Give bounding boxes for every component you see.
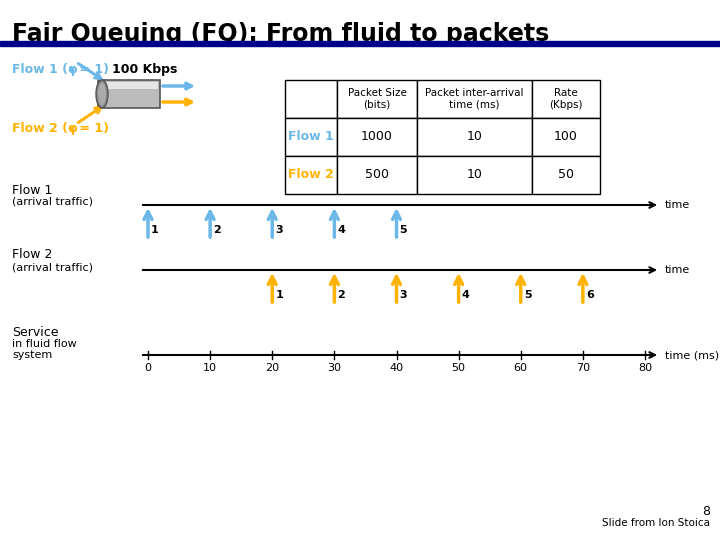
Text: (arrival traffic): (arrival traffic) <box>12 197 93 207</box>
Text: time: time <box>665 200 690 210</box>
Text: system: system <box>12 350 53 360</box>
Text: 500: 500 <box>365 168 389 181</box>
Text: 3: 3 <box>275 225 283 235</box>
Text: in fluid flow: in fluid flow <box>12 339 77 349</box>
Bar <box>417 156 532 194</box>
Ellipse shape <box>96 80 108 108</box>
Text: 50: 50 <box>451 363 466 373</box>
Text: 10: 10 <box>203 363 217 373</box>
Text: 5: 5 <box>400 225 407 235</box>
Text: 1: 1 <box>275 290 283 300</box>
Text: Flow 2 (φ: Flow 2 (φ <box>12 122 78 135</box>
Bar <box>98 80 160 108</box>
Text: 70: 70 <box>576 363 590 373</box>
Bar <box>100 82 158 89</box>
Text: ₂: ₂ <box>68 122 73 132</box>
Text: 8: 8 <box>702 505 710 518</box>
Text: 80: 80 <box>638 363 652 373</box>
Text: 100: 100 <box>554 131 578 144</box>
Bar <box>337 118 417 156</box>
Text: 10: 10 <box>467 168 482 181</box>
Text: 60: 60 <box>514 363 528 373</box>
Text: 2: 2 <box>338 290 345 300</box>
Text: ₁: ₁ <box>68 63 73 73</box>
Text: 4: 4 <box>338 225 346 235</box>
Text: 30: 30 <box>328 363 341 373</box>
Bar <box>532 156 600 194</box>
Text: 2: 2 <box>213 225 221 235</box>
Text: Flow 1: Flow 1 <box>12 184 53 197</box>
Text: 3: 3 <box>400 290 407 300</box>
Text: 20: 20 <box>265 363 279 373</box>
Text: 40: 40 <box>390 363 404 373</box>
Text: = 1): = 1) <box>75 122 109 135</box>
Text: Slide from Ion Stoica: Slide from Ion Stoica <box>602 518 710 528</box>
Text: 1000: 1000 <box>361 131 393 144</box>
Text: 5: 5 <box>523 290 531 300</box>
Bar <box>417 118 532 156</box>
Bar <box>285 118 337 156</box>
Text: Flow 2: Flow 2 <box>288 168 334 181</box>
Text: 100 Kbps: 100 Kbps <box>112 63 177 76</box>
Ellipse shape <box>98 83 106 105</box>
Text: Flow 1: Flow 1 <box>288 131 334 144</box>
Bar <box>285 156 337 194</box>
Text: 0: 0 <box>145 363 151 373</box>
Text: 1: 1 <box>151 225 158 235</box>
Text: Packet inter-arrival
time (ms): Packet inter-arrival time (ms) <box>426 88 523 110</box>
Text: Packet Size
(bits): Packet Size (bits) <box>348 88 406 110</box>
Bar <box>532 80 600 118</box>
Bar <box>337 156 417 194</box>
Bar <box>0 41 720 46</box>
Bar <box>417 80 532 118</box>
Bar <box>532 118 600 156</box>
Bar <box>285 80 337 118</box>
Bar <box>337 80 417 118</box>
Text: Service: Service <box>12 327 58 340</box>
Text: time: time <box>665 265 690 275</box>
Text: 4: 4 <box>462 290 469 300</box>
Text: 50: 50 <box>558 168 574 181</box>
Text: = 1): = 1) <box>75 63 109 76</box>
Text: Flow 2: Flow 2 <box>12 248 53 261</box>
Text: Rate
(Kbps): Rate (Kbps) <box>549 88 582 110</box>
Text: Fair Queuing (FQ): From fluid to packets: Fair Queuing (FQ): From fluid to packets <box>12 22 549 46</box>
Text: 10: 10 <box>467 131 482 144</box>
Text: time (ms): time (ms) <box>665 350 719 360</box>
Text: (arrival traffic): (arrival traffic) <box>12 262 93 272</box>
Text: 6: 6 <box>586 290 594 300</box>
Text: Flow 1 (φ: Flow 1 (φ <box>12 63 78 76</box>
